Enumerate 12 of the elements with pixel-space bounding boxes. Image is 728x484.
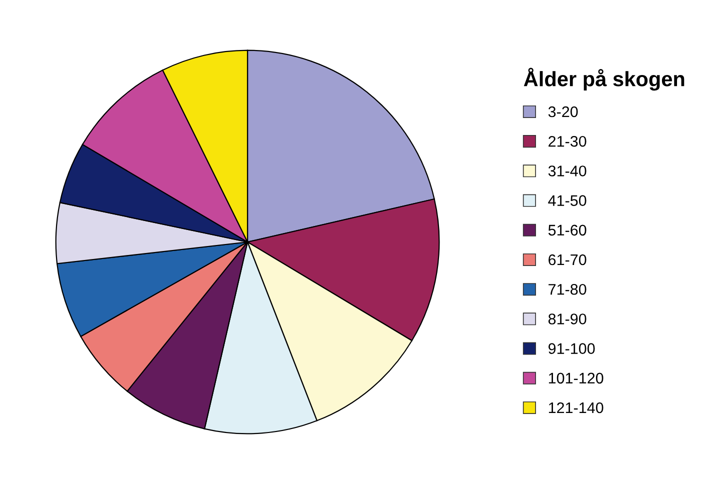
legend-label: 3-20 (548, 106, 578, 118)
legend-label: 121-140 (548, 402, 604, 414)
legend-label: 101-120 (548, 372, 604, 384)
legend-label: 41-50 (548, 195, 586, 206)
legend-label: 51-60 (548, 224, 586, 236)
legend-title: Ålder på skogen (524, 68, 684, 91)
legend-label: 71-80 (548, 284, 586, 295)
legend-label: 21-30 (548, 136, 586, 147)
legend-label: 31-40 (548, 166, 586, 176)
legend-label: 81-90 (548, 314, 586, 324)
legend-label: 61-70 (548, 254, 586, 266)
legend-label: 91-100 (548, 343, 595, 354)
